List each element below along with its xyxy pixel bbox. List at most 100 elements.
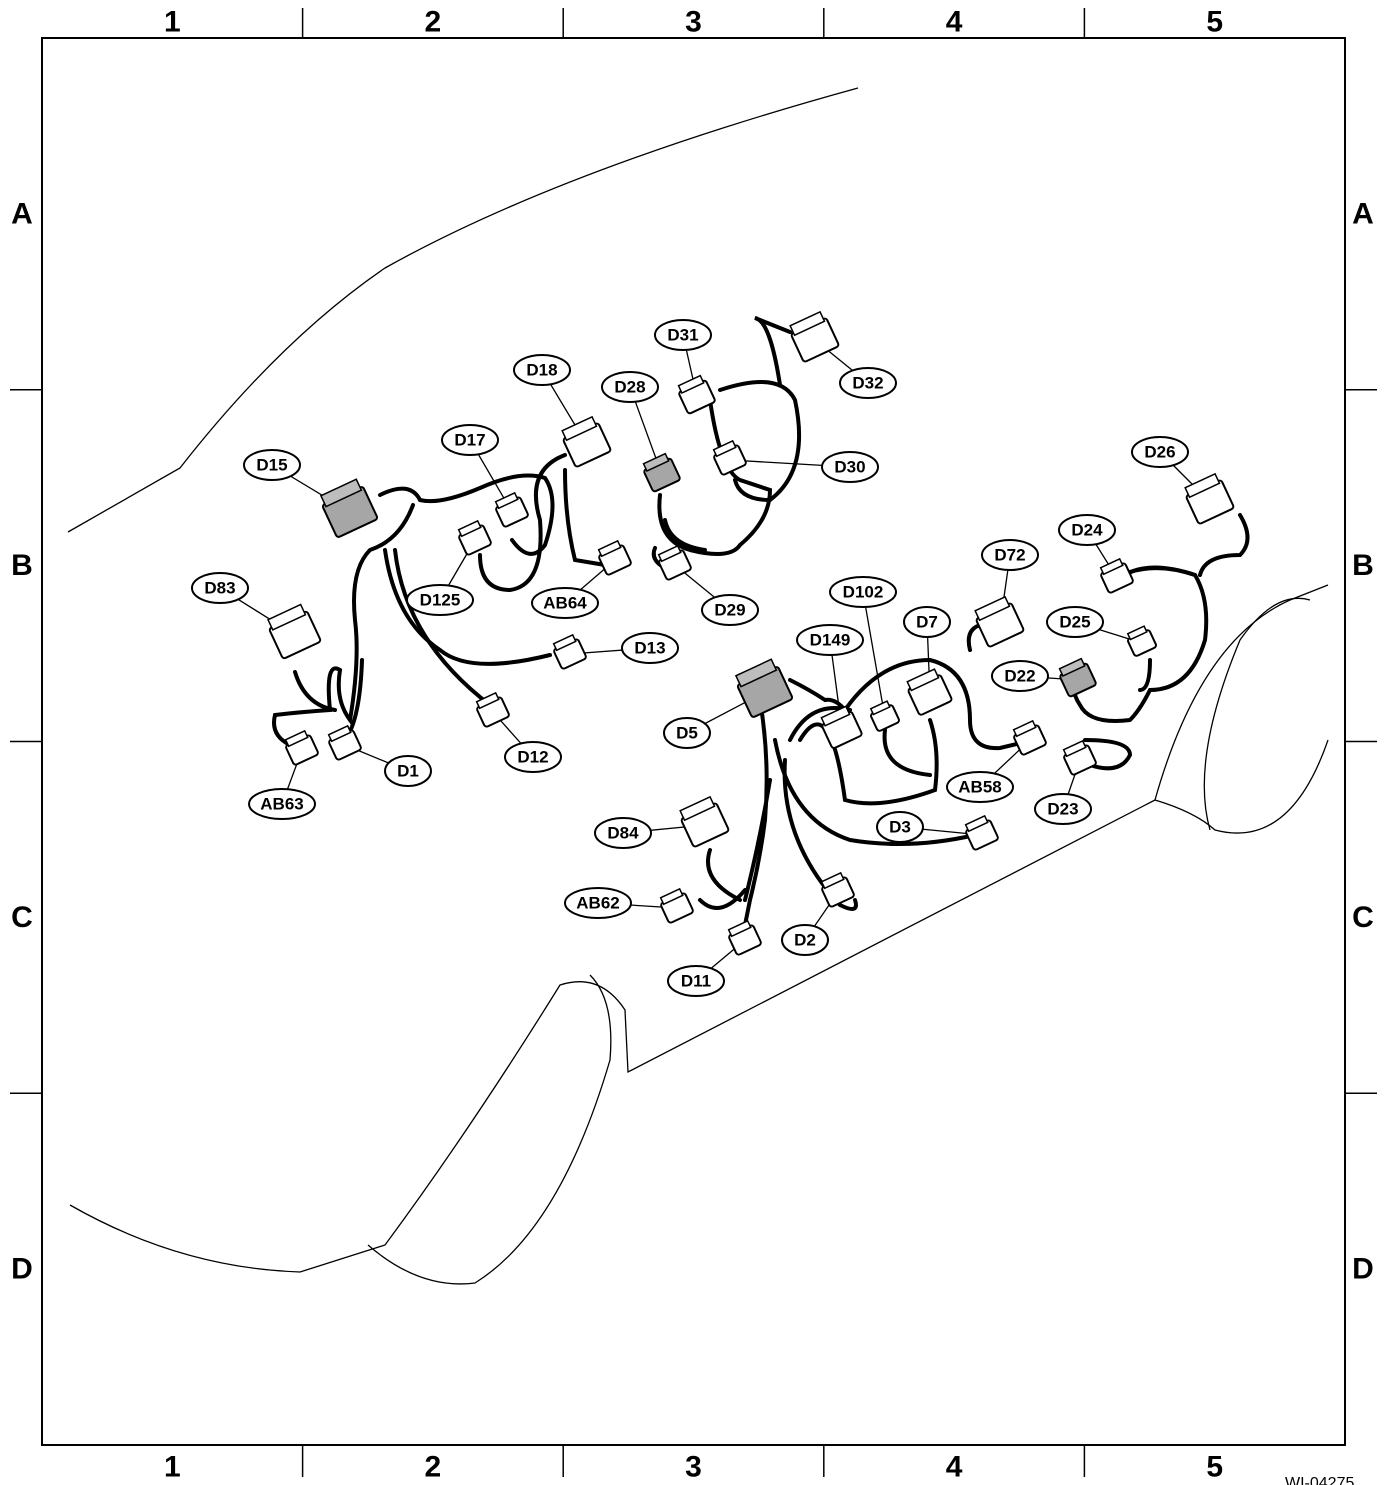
label-bubble: [384, 755, 432, 787]
grid-marks: 1 1 2 2 3 3 4 4 5 5 A A B B C C D D: [10, 6, 1377, 1484]
label-bubble: [1046, 606, 1104, 638]
connector-face: [734, 658, 778, 688]
connector: D7: [903, 606, 953, 716]
connector-face: [597, 539, 622, 558]
label-bubble: [821, 451, 879, 483]
label-bubble: [991, 660, 1049, 692]
connector-label: D26: [1144, 443, 1175, 462]
connector-face: [964, 814, 989, 833]
connector-face: [906, 668, 940, 692]
row-label: A: [11, 197, 33, 230]
connector-face: [457, 519, 482, 538]
label-bubble: [1034, 793, 1092, 825]
row-label: C: [11, 901, 33, 934]
label-bubble: [839, 367, 897, 399]
connector-label: D24: [1071, 521, 1103, 540]
connector: D125: [406, 519, 492, 616]
column-label: 1: [164, 1451, 181, 1484]
connector: D72: [974, 539, 1039, 648]
connector: D3: [876, 811, 999, 851]
column-label: 3: [685, 6, 702, 39]
column-label: 2: [425, 6, 442, 39]
column-label: 4: [946, 6, 963, 39]
label-bubble: [981, 539, 1039, 571]
connector-label: AB63: [260, 795, 303, 814]
connector-label: D1: [397, 762, 419, 781]
connector-label: AB64: [543, 594, 587, 613]
connector: D149: [796, 624, 864, 749]
connector-label: D7: [916, 613, 938, 632]
connector: D31: [654, 319, 716, 415]
connector-face: [727, 919, 752, 938]
connector-face: [820, 871, 845, 890]
connector: D15: [243, 449, 379, 538]
row-label: B: [1352, 549, 1374, 582]
connector: D11: [667, 919, 762, 997]
connector-label: D3: [889, 818, 911, 837]
connector: D12: [475, 691, 562, 773]
column-label: 1: [164, 6, 181, 39]
connector-label: D102: [843, 583, 884, 602]
row-label: C: [1352, 901, 1374, 934]
connector: D5: [663, 658, 794, 749]
connector-label: D25: [1059, 613, 1090, 632]
connector-label: D28: [614, 378, 645, 397]
connector-label: D13: [634, 639, 665, 658]
connector: D1: [327, 724, 432, 787]
connector: AB64: [531, 539, 632, 619]
connector: D24: [1058, 514, 1134, 594]
connector-face: [657, 544, 682, 563]
connector: D29: [657, 544, 759, 626]
connector-face: [1126, 625, 1148, 641]
connector-label: D5: [676, 724, 698, 743]
connector-label: D11: [681, 972, 711, 991]
connector: D2: [781, 871, 855, 956]
figure-id: WI-04275: [1285, 1475, 1354, 1485]
connector-face: [679, 795, 716, 822]
row-label: B: [11, 549, 33, 582]
connector-face: [1062, 739, 1087, 758]
connector: D83: [191, 572, 322, 660]
label-bubble: [1058, 514, 1116, 546]
connector-face: [561, 415, 598, 442]
connector-face: [789, 310, 826, 337]
connector-label: D2: [794, 931, 816, 950]
label-bubble: [829, 576, 897, 608]
connectors: D31 D32 D18 D28 D17 D15 D30 D26 D24 D72 D83 D125 AB6…: [191, 310, 1235, 997]
connector: D102: [829, 576, 900, 732]
label-bubble: [191, 572, 249, 604]
car-outline: [67, 87, 1329, 1285]
connector: D30: [712, 439, 879, 483]
connector-face: [659, 887, 684, 906]
label-bubble: [406, 584, 474, 616]
connector: AB63: [248, 729, 319, 820]
label-bubble: [701, 594, 759, 626]
label-bubble: [504, 741, 562, 773]
connector: D84: [594, 795, 730, 849]
connector-face: [494, 491, 519, 510]
column-label: 2: [425, 1451, 442, 1484]
connector-face: [327, 724, 352, 743]
connector-face: [1099, 557, 1124, 576]
leader-line: [862, 591, 886, 719]
connector-face: [820, 705, 851, 727]
row-label: D: [1352, 1253, 1374, 1286]
connector-face: [475, 691, 500, 710]
label-bubble: [903, 606, 951, 638]
connector-face: [267, 603, 307, 631]
column-label: 4: [946, 1451, 963, 1484]
connector: D32: [789, 310, 897, 399]
connector: D25: [1046, 606, 1157, 657]
label-bubble: [594, 817, 652, 849]
connector-face: [712, 439, 737, 458]
label-bubble: [564, 887, 632, 919]
label-bubble: [243, 449, 301, 481]
connector-face: [552, 633, 577, 652]
connector: AB62: [564, 887, 694, 924]
connector-label: D22: [1004, 667, 1035, 686]
label-bubble: [796, 624, 864, 656]
connector-label: D32: [852, 374, 883, 393]
connector-label: D23: [1047, 800, 1078, 819]
label-bubble: [781, 924, 829, 956]
connector-label: D31: [667, 326, 698, 345]
